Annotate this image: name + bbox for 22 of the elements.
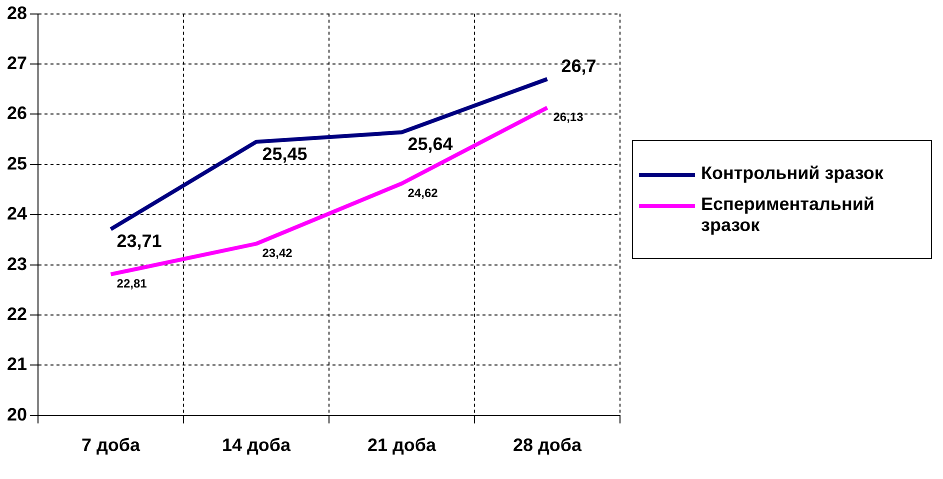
- y-tick-label: 24: [6, 204, 28, 224]
- y-tick-label: 23: [6, 254, 28, 274]
- data-label: 25,45: [262, 144, 308, 164]
- y-tick-label: 20: [6, 404, 28, 424]
- x-tick-label: 14 доба: [222, 435, 292, 456]
- data-label: 22,81: [116, 276, 148, 291]
- legend-label: Еспериментальний зразок: [701, 194, 876, 236]
- y-tick-label: 27: [6, 52, 28, 73]
- x-tick-label: 7 доба: [81, 435, 142, 456]
- y-tick-label: 28: [6, 2, 28, 23]
- data-label: 23,71: [116, 231, 162, 252]
- y-tick-label: 26: [6, 103, 28, 124]
- data-label: 23,42: [262, 246, 293, 260]
- x-tick-label: 21 доба: [367, 435, 438, 456]
- y-tick-label: 21: [6, 354, 28, 374]
- y-tick-label: 22: [6, 304, 28, 324]
- legend-label: Контрольний зразок: [701, 163, 884, 184]
- data-label: 26,7: [561, 56, 596, 76]
- x-tick-label: 28 доба: [512, 435, 583, 456]
- y-tick-label: 25: [6, 153, 28, 174]
- data-label: 24,62: [408, 186, 438, 200]
- data-label: 25,64: [408, 134, 453, 154]
